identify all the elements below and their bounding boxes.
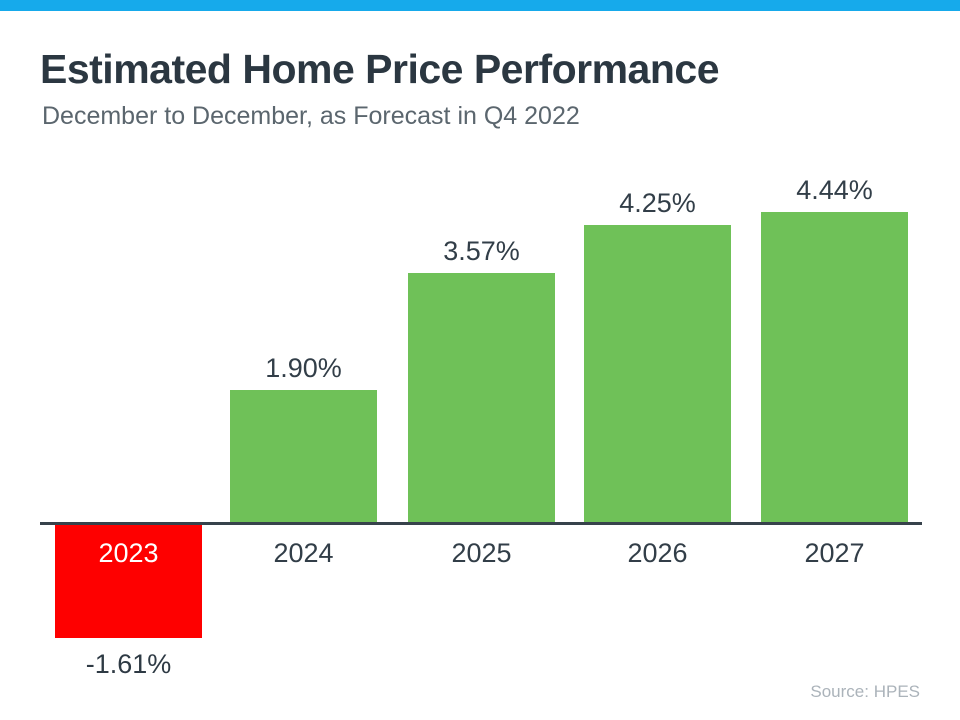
bar-group-2023: 2023 -1.61% xyxy=(55,525,202,680)
value-label-2025: 3.57% xyxy=(443,236,520,266)
value-label-2024: 1.90% xyxy=(265,353,342,383)
value-label-2027: 4.44% xyxy=(796,175,873,205)
bar-2026 xyxy=(584,225,731,523)
category-label-2024: 2024 xyxy=(273,538,334,568)
bar-group-2026: 4.25% xyxy=(584,188,731,523)
bar-group-2025: 3.57% xyxy=(408,236,555,523)
bar-2025 xyxy=(408,273,555,523)
bar-2027 xyxy=(761,212,908,523)
bar-group-2024: 1.90% xyxy=(230,353,377,523)
bar-2023: 2023 xyxy=(55,525,202,638)
source-attribution: Source: HPES xyxy=(810,682,920,701)
category-label-2026: 2026 xyxy=(627,538,688,568)
value-label-2026: 4.25% xyxy=(619,188,696,218)
category-label-2023: 2023 xyxy=(98,538,159,568)
value-label-2023: -1.61% xyxy=(85,649,172,679)
bar-2024 xyxy=(230,390,377,523)
bar-group-2027: 4.44% xyxy=(761,175,908,523)
x-axis-line xyxy=(40,522,922,525)
page-subtitle: December to December, as Forecast in Q4 … xyxy=(42,102,580,130)
category-label-2027: 2027 xyxy=(804,538,865,568)
category-label-2025: 2025 xyxy=(451,538,512,568)
accent-top-bar xyxy=(0,0,960,11)
page-title: Estimated Home Price Performance xyxy=(40,46,720,92)
